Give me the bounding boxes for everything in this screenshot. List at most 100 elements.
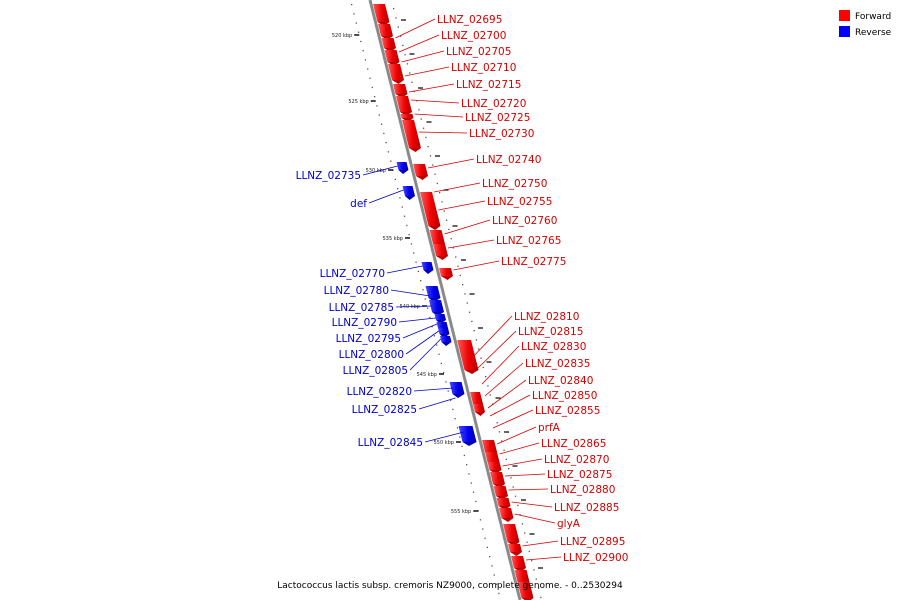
forward-leader-line bbox=[398, 34, 440, 53]
reverse-gene-label: LLNZ_02780 bbox=[324, 285, 389, 297]
tick-dot bbox=[466, 464, 468, 466]
tick-dot bbox=[457, 265, 459, 267]
forward-gene-label: LLNZ_02695 bbox=[437, 14, 502, 26]
forward-leader-line bbox=[511, 501, 553, 508]
forward-gene-label: LLNZ_02840 bbox=[528, 375, 593, 387]
reverse-leader-line bbox=[424, 431, 465, 443]
tick-dot bbox=[489, 556, 491, 558]
tick-dot bbox=[461, 445, 463, 447]
reverse-leader-line bbox=[398, 317, 436, 323]
forward-gene bbox=[429, 230, 445, 244]
forward-gene-label: LLNZ_02720 bbox=[461, 98, 526, 110]
tick-dot bbox=[429, 316, 431, 319]
tick-dot bbox=[484, 537, 486, 539]
genome-backbone bbox=[368, 0, 522, 600]
tick-dot bbox=[498, 592, 500, 595]
tick-dot bbox=[378, 114, 380, 116]
tick-dot bbox=[510, 477, 512, 479]
scale-label: 520 kbp bbox=[332, 33, 352, 39]
tick-dot bbox=[399, 35, 402, 37]
tick-dot bbox=[417, 270, 419, 273]
tick-dot bbox=[385, 142, 387, 144]
forward-gene-tip bbox=[475, 412, 485, 416]
reverse-leader-line bbox=[418, 397, 456, 410]
tick-dot bbox=[420, 280, 422, 282]
forward-gene bbox=[433, 244, 448, 256]
forward-leader-line bbox=[414, 113, 464, 118]
forward-gene-label: LLNZ_02865 bbox=[541, 438, 606, 450]
forward-gene bbox=[413, 164, 428, 176]
tick-dot bbox=[486, 546, 488, 549]
forward-gene-label: LLNZ_02880 bbox=[550, 484, 615, 496]
tick-dot bbox=[463, 454, 465, 457]
forward-gene bbox=[384, 50, 400, 62]
forward-leader-line bbox=[525, 556, 562, 561]
tick-dot bbox=[479, 519, 482, 521]
forward-leader-line bbox=[401, 50, 445, 63]
forward-gene bbox=[400, 114, 414, 118]
tick-dot bbox=[357, 31, 360, 33]
tick-dot bbox=[482, 528, 484, 530]
forward-gene-label: LLNZ_02875 bbox=[547, 469, 612, 481]
tick-dot bbox=[392, 169, 394, 171]
tick-dot bbox=[472, 491, 475, 493]
tick-dot bbox=[383, 132, 385, 135]
tick-dot bbox=[459, 436, 461, 438]
reverse-gene-tip bbox=[441, 342, 452, 346]
forward-gene-label: LLNZ_02715 bbox=[456, 79, 521, 91]
tick-dot bbox=[374, 96, 376, 98]
forward-gene-label: LLNZ_02830 bbox=[521, 341, 586, 353]
scale-label: 530 kbp bbox=[366, 168, 386, 174]
forward-leader-line bbox=[504, 473, 546, 477]
reverse-leader-line bbox=[390, 289, 431, 297]
forward-leader-line bbox=[489, 394, 531, 417]
tick-dot bbox=[471, 320, 473, 323]
tick-dot bbox=[528, 550, 530, 553]
forward-leader-line bbox=[453, 260, 500, 271]
tick-dot bbox=[390, 160, 392, 162]
tick-dot bbox=[410, 243, 413, 245]
reverse-gene-tip bbox=[423, 270, 434, 274]
reverse-leader-line bbox=[413, 387, 454, 392]
legend: Forward Reverse bbox=[839, 10, 892, 38]
forward-gene-label: LLNZ_02870 bbox=[544, 454, 609, 466]
forward-gene-label: LLNZ_02850 bbox=[532, 390, 597, 402]
forward-leader-line bbox=[496, 426, 537, 445]
tick-dot bbox=[489, 394, 491, 396]
tick-dot bbox=[438, 353, 440, 355]
genome-caption: Lactococcus lactis subsp. cremoris NZ900… bbox=[277, 581, 623, 591]
tick-dot bbox=[426, 307, 429, 309]
forward-gene-label: LLNZ_02740 bbox=[476, 154, 541, 166]
tick-dot bbox=[487, 385, 489, 387]
tick-dot bbox=[464, 293, 466, 295]
tick-dot bbox=[422, 127, 425, 129]
forward-leader-line bbox=[408, 83, 455, 93]
tick-dot bbox=[397, 188, 399, 190]
tick-dot bbox=[459, 274, 461, 277]
reverse-gene bbox=[458, 426, 477, 442]
reverse-gene bbox=[396, 162, 409, 170]
tick-dot bbox=[436, 344, 438, 346]
tick-dot bbox=[418, 109, 420, 111]
tick-dot bbox=[508, 468, 510, 470]
scale-label: 545 kbp bbox=[417, 372, 437, 378]
tick-dot bbox=[394, 178, 396, 181]
forward-leader-line bbox=[492, 409, 534, 429]
reverse-leader-line bbox=[405, 330, 439, 355]
reverse-gene bbox=[434, 314, 446, 320]
reverse-gene-label: LLNZ_02805 bbox=[343, 365, 408, 377]
forward-gene bbox=[508, 544, 522, 552]
tick-dot bbox=[475, 339, 478, 341]
tick-dot bbox=[514, 495, 517, 497]
reverse-gene bbox=[429, 300, 444, 312]
tick-dot bbox=[501, 440, 503, 442]
tick-dot bbox=[526, 541, 528, 543]
reverse-gene-tip bbox=[452, 394, 465, 398]
forward-gene bbox=[493, 486, 508, 496]
tick-dot bbox=[524, 532, 526, 534]
tick-dot bbox=[462, 284, 464, 286]
gene-labels: LLNZ_02695 LLNZ_02700 LLNZ_02705 LLNZ_02710… bbox=[296, 14, 629, 564]
tick-dot bbox=[517, 504, 519, 507]
tick-dot bbox=[371, 86, 373, 89]
forward-leader-line bbox=[514, 513, 556, 524]
